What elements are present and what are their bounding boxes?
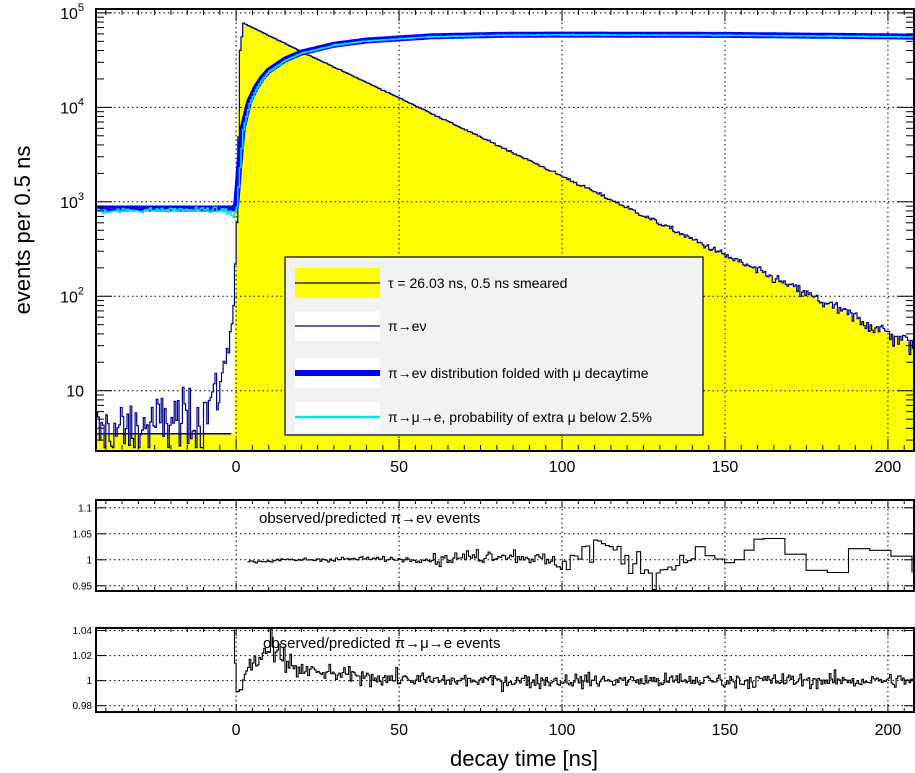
ratio-title: observed/predicted π→μ→e events [263,635,500,652]
y-axis-title: events per 0.5 ns [10,146,35,315]
legend-label: π→μ→e, probability of extra μ below 2.5% [388,409,652,425]
legend-label: π→eν [388,318,426,334]
y-tick-label: 103 [60,191,84,212]
x-tick-label: 50 [390,722,408,739]
x-tick-label: 0 [232,722,241,739]
ratio-plot-area [96,628,914,712]
main-panel: 10 102 103 104 105 0 50 100 150 200 events per 0.5… [10,2,915,476]
y-tick-label: 0.98 [73,701,93,712]
x-tick-label: 50 [390,459,408,476]
y-tick-label: 1.02 [73,651,93,662]
y-tick-label: 1 [86,555,92,566]
y-tick-label: 1.1 [78,503,92,514]
y-tick-label: 10 [66,384,84,401]
ratio-frame [95,499,915,592]
ratio-title: observed/predicted π→eν events [259,510,480,527]
x-tick-label: 100 [549,459,576,476]
ratio-series-line [232,628,914,693]
y-tick-label: 1.05 [73,529,93,540]
ratio-series-line [247,537,913,591]
y-tick-label: 102 [60,285,84,306]
x-tick-label: 150 [712,459,739,476]
y-tick-label: 104 [60,96,84,117]
ratio-panel-pimue: 0.98 1 1.02 1.04 observed/predicted π→μ→e ev… [73,626,915,771]
y-tick-label: 1.04 [73,626,93,637]
ratio-frame [95,627,915,713]
x-tick-label: 200 [875,459,902,476]
x-tick-label: 200 [875,722,902,739]
x-axis-title: decay time [ns] [450,746,598,771]
series-line-pienu [96,22,914,449]
legend-label: τ = 26.03 ns, 0.5 ns smeared [388,275,567,291]
x-tick-label: 150 [712,722,739,739]
y-tick-label: 105 [60,2,84,23]
x-tick-label: 0 [232,459,241,476]
y-tick-label: 0.95 [73,581,93,592]
legend-label: π→eν distribution folded with μ decaytim… [388,365,649,381]
y-tick-label: 1 [86,676,92,687]
ratio-panel-pienu: 0.95 1 1.05 1.1 observed/predicted π→eν even… [73,499,915,592]
ratio-plot-area [96,500,914,591]
series-line-pimue [96,33,914,218]
x-tick-label: 100 [549,722,576,739]
